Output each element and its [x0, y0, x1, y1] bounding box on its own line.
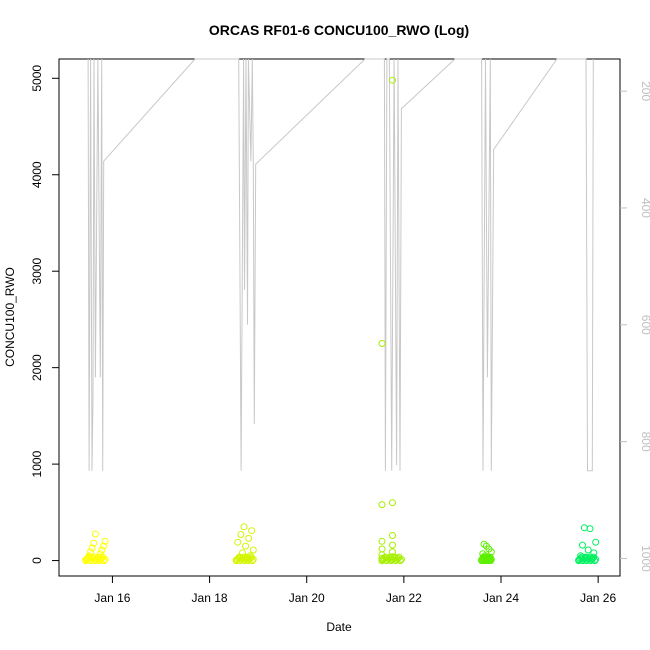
data-point: [394, 554, 402, 562]
data-point: [396, 557, 404, 565]
data-point: [386, 553, 394, 561]
point-layer: [82, 76, 600, 565]
data-point: [579, 541, 586, 549]
data-point: [584, 546, 592, 554]
data-point: [391, 553, 399, 561]
data-point: [90, 553, 98, 561]
y-axis: 0 1000 2000 3000 4000 5000: [30, 65, 59, 564]
x-tick-label: Jan 22: [386, 591, 422, 605]
x-tick-label: Jan 24: [483, 591, 519, 605]
data-point: [248, 527, 256, 535]
y-tick-label: 5000: [30, 65, 44, 92]
data-point: [238, 554, 246, 562]
y2-tick-label: 1000: [639, 545, 650, 572]
data-point: [246, 554, 254, 562]
data-point: [242, 542, 250, 550]
data-point: [586, 525, 594, 533]
y-tick-label: 1000: [30, 450, 44, 477]
y-tick-label: 2000: [30, 354, 44, 381]
data-point: [381, 553, 389, 561]
data-point: [100, 557, 108, 565]
data-point: [98, 554, 106, 562]
data-point: [585, 554, 593, 562]
y-tick-label: 0: [30, 557, 44, 564]
y2-axis: 200 400 600 800 1000: [620, 81, 650, 572]
data-point: [393, 555, 401, 563]
data-point: [249, 546, 257, 554]
x-axis-label: Date: [326, 620, 352, 634]
data-point: [91, 530, 99, 538]
data-point: [592, 555, 600, 563]
y-tick-label: 3000: [30, 258, 44, 285]
data-point: [101, 555, 109, 563]
data-point: [90, 539, 98, 547]
data-point: [378, 501, 386, 509]
data-point: [249, 555, 257, 563]
y2-tick-label: 200: [639, 81, 650, 101]
data-point: [389, 541, 396, 549]
data-point: [378, 537, 386, 545]
chart-title: ORCAS RF01-6 CONCU100_RWO (Log): [209, 22, 469, 38]
x-tick-label: Jan 26: [580, 591, 616, 605]
x-axis: Jan 16 Jan 18 Jan 20 Jan 22 Jan 24 Jan 26: [94, 576, 616, 605]
data-point: [389, 532, 396, 539]
y2-tick-label: 400: [639, 198, 650, 218]
data-point: [245, 534, 253, 542]
x-tick-label: Jan 16: [94, 591, 130, 605]
altitude-line: [87, 58, 594, 472]
data-point: [378, 545, 386, 553]
data-point: [589, 554, 597, 562]
data-point: [395, 553, 403, 561]
data-point: [234, 554, 242, 562]
data-point: [389, 76, 396, 84]
data-point: [242, 554, 250, 562]
data-point: [88, 544, 96, 552]
x-tick-label: Jan 20: [289, 591, 325, 605]
data-point: [101, 537, 109, 545]
data-point: [480, 540, 488, 548]
data-point: [240, 523, 248, 531]
y2-tick-label: 600: [639, 315, 650, 335]
y2-tick-label: 800: [639, 432, 650, 452]
data-point: [248, 557, 256, 565]
line-layer: [87, 58, 594, 472]
data-point: [591, 557, 599, 565]
data-point: [580, 524, 588, 532]
data-point: [99, 553, 107, 561]
data-point: [592, 538, 600, 546]
data-point: [100, 542, 107, 550]
data-point: [378, 340, 386, 347]
y-axis-label: CONCU100_RWO: [3, 267, 17, 367]
data-point: [234, 538, 242, 546]
plot-frame: [58, 58, 621, 577]
data-point: [397, 555, 405, 563]
data-point: [97, 555, 105, 563]
data-point: [577, 554, 585, 562]
data-point: [94, 553, 102, 561]
y-tick-label: 4000: [30, 161, 44, 188]
data-point: [237, 531, 245, 538]
data-point: [98, 546, 106, 554]
data-point: [581, 554, 589, 562]
data-point: [389, 499, 396, 507]
data-point: [487, 555, 495, 563]
data-point: [247, 553, 255, 561]
data-point: [590, 553, 598, 561]
x-tick-label: Jan 18: [192, 591, 228, 605]
data-point: [85, 553, 93, 561]
